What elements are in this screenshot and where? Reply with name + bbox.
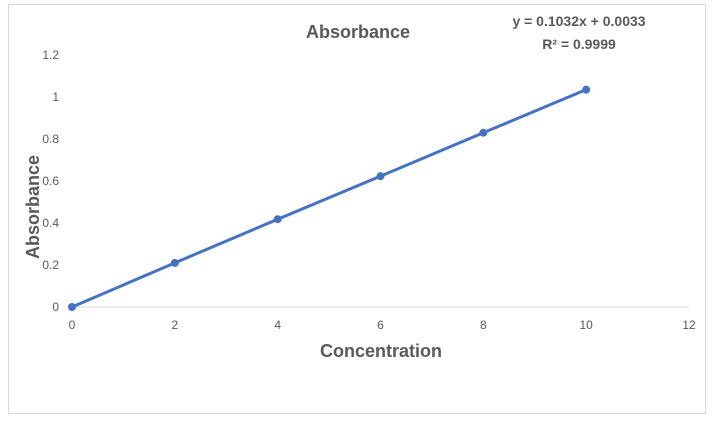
y-tick-label: 1 (52, 90, 59, 104)
x-tick-label: 6 (377, 318, 384, 332)
data-series (68, 85, 591, 311)
data-point (479, 128, 488, 137)
series-line (71, 88, 587, 309)
data-point (582, 85, 591, 94)
x-tick-label: 4 (274, 318, 281, 332)
x-axis-label: Concentration (320, 341, 442, 361)
y-tick-label: 1.2 (42, 48, 59, 62)
x-tick-label: 8 (480, 318, 487, 332)
y-axis-label: Absorbance (23, 155, 43, 259)
y-tick-label: 0.2 (42, 258, 59, 272)
data-point (170, 258, 179, 267)
x-tick-label: 12 (682, 318, 696, 332)
y-tick-label: 0.8 (42, 132, 59, 146)
y-tick-labels: 0 0.2 0.4 0.6 0.8 1 1.2 (42, 48, 59, 314)
data-point (376, 172, 385, 181)
x-tick-labels: 0 2 4 6 8 10 12 (69, 318, 696, 332)
trendline-r-squared: R² = 0.9999 (542, 36, 616, 52)
data-point (68, 303, 76, 311)
y-tick-label: 0.6 (42, 174, 59, 188)
chart-area: Absorbance y = 0.1032x + 0.0033 R² = 0.9… (8, 4, 706, 414)
y-tick-label: 0.4 (42, 216, 59, 230)
trendline-equation: y = 0.1032x + 0.0033 (512, 13, 645, 29)
x-tick-label: 0 (69, 318, 76, 332)
x-tick-label: 10 (579, 318, 593, 332)
x-tick-label: 2 (171, 318, 178, 332)
chart-title: Absorbance (306, 22, 410, 42)
data-point (273, 215, 282, 224)
y-tick-label: 0 (52, 300, 59, 314)
chart-svg: Absorbance y = 0.1032x + 0.0033 R² = 0.9… (23, 13, 696, 361)
